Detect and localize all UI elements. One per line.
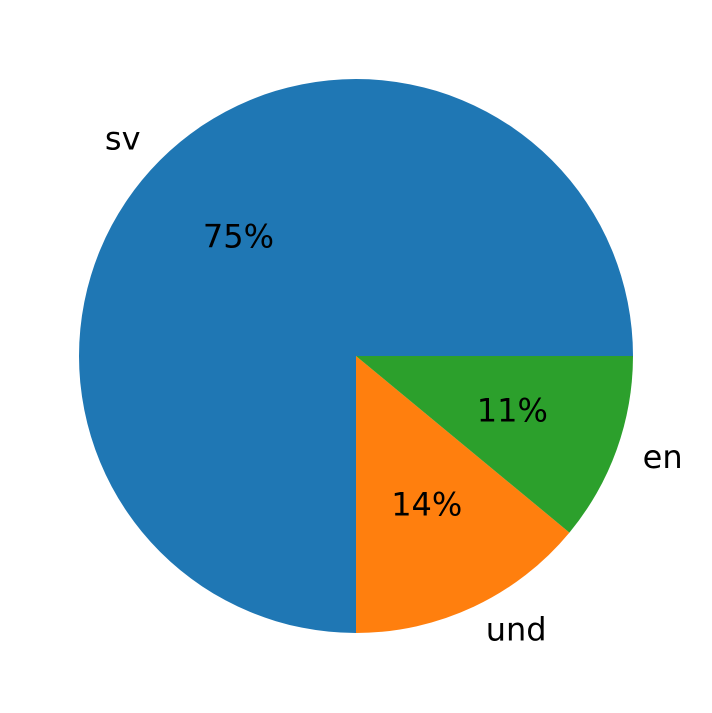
value-label: 14% <box>391 485 462 523</box>
category-label: en <box>643 438 683 476</box>
value-label: 75% <box>203 217 274 255</box>
value-label: 11% <box>477 391 548 429</box>
category-label: und <box>486 611 547 649</box>
category-label: sv <box>105 120 141 158</box>
pie-wedge <box>356 356 633 533</box>
pie-wedge <box>356 356 570 633</box>
